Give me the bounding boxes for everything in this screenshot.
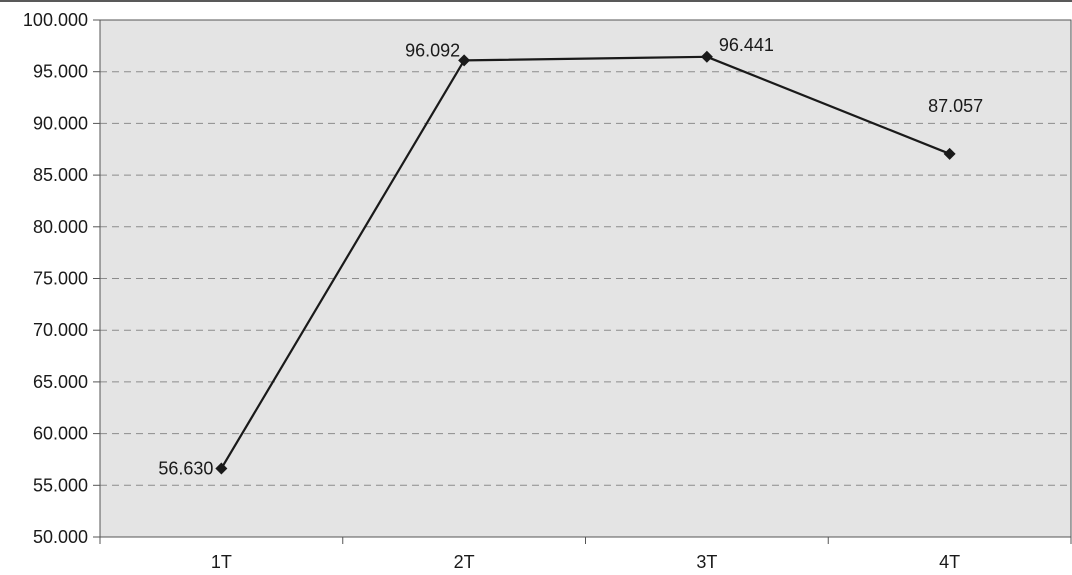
- y-tick-label: 55.000: [33, 475, 88, 495]
- data-label: 87.057: [928, 96, 983, 116]
- y-tick-label: 75.000: [33, 269, 88, 289]
- series-line-group: [215, 50, 956, 475]
- data-labels: 56.630 96.092 96.441 87.057: [158, 35, 983, 479]
- gridlines: [100, 71, 1071, 486]
- data-label: 96.092: [405, 40, 460, 60]
- x-tick-label: 2T: [454, 552, 475, 572]
- y-tick-label: 60.000: [33, 424, 88, 444]
- x-tick-label: 1T: [211, 552, 232, 572]
- x-tick-label: 4T: [939, 552, 960, 572]
- y-tick-label: 95.000: [33, 62, 88, 82]
- data-point-marker: [458, 54, 471, 67]
- data-point-marker: [700, 50, 713, 63]
- y-tick-label: 85.000: [33, 165, 88, 185]
- x-tick-label: 3T: [696, 552, 717, 572]
- data-label: 96.441: [719, 35, 774, 55]
- y-tick-label: 70.000: [33, 320, 88, 340]
- y-tick-label: 90.000: [33, 113, 88, 133]
- data-label: 56.630: [158, 458, 213, 478]
- data-point-marker: [215, 462, 228, 475]
- y-tick-label: 65.000: [33, 372, 88, 392]
- series-line: [220, 55, 951, 470]
- data-point-marker: [943, 147, 956, 160]
- y-tick-label: 50.000: [33, 527, 88, 547]
- y-tick-label: 80.000: [33, 217, 88, 237]
- y-tick-label: 100.000: [23, 10, 88, 30]
